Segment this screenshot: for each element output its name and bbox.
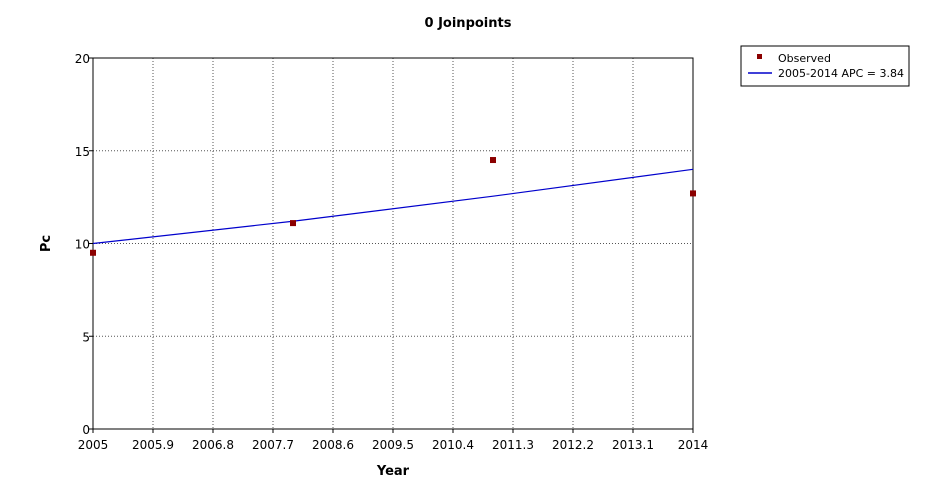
x-tick-label: 2006.8 [192, 438, 234, 452]
x-tick-label: 2008.6 [312, 438, 354, 452]
y-axis-ticks: 0 5 10 15 20 [75, 52, 93, 437]
observed-point [290, 220, 296, 227]
observed-point [690, 190, 696, 197]
series [90, 157, 696, 256]
y-tick-label: 10 [75, 238, 90, 252]
chart-title: 0 Joinpoints [425, 16, 512, 31]
y-tick-label: 20 [75, 52, 90, 66]
x-axis-ticks: 2005 2005.9 2006.8 2007.7 2008.6 2009.5 2010.4… [78, 429, 709, 452]
legend-observed-label: Observed [778, 52, 831, 65]
x-tick-label: 2010.4 [432, 438, 474, 452]
x-tick-label: 2012.2 [552, 438, 594, 452]
legend-box [740, 45, 910, 87]
x-axis-label: Year [376, 464, 410, 479]
x-tick-label: 2007.7 [252, 438, 294, 452]
y-tick-label: 0 [82, 423, 90, 437]
legend-apc-label: 2005-2014 APC = 3.84 [778, 67, 904, 80]
x-tick-label: 2005.9 [132, 438, 174, 452]
x-tick-label: 2009.5 [372, 438, 414, 452]
x-tick-label: 2011.3 [492, 438, 534, 452]
observed-point [490, 157, 496, 164]
legend: Observed 2005-2014 APC = 3.84 [740, 45, 910, 87]
x-tick-label: 2014 [678, 438, 709, 452]
apc-trend-line [92, 168, 694, 245]
y-tick-label: 5 [82, 330, 90, 344]
x-tick-label: 2005 [78, 438, 109, 452]
legend-observed-marker [757, 54, 762, 59]
grid [93, 58, 693, 429]
x-tick-label: 2013.1 [612, 438, 654, 452]
y-axis-label: Pc [39, 235, 54, 252]
y-tick-label: 15 [75, 145, 90, 159]
observed-point [90, 249, 96, 256]
